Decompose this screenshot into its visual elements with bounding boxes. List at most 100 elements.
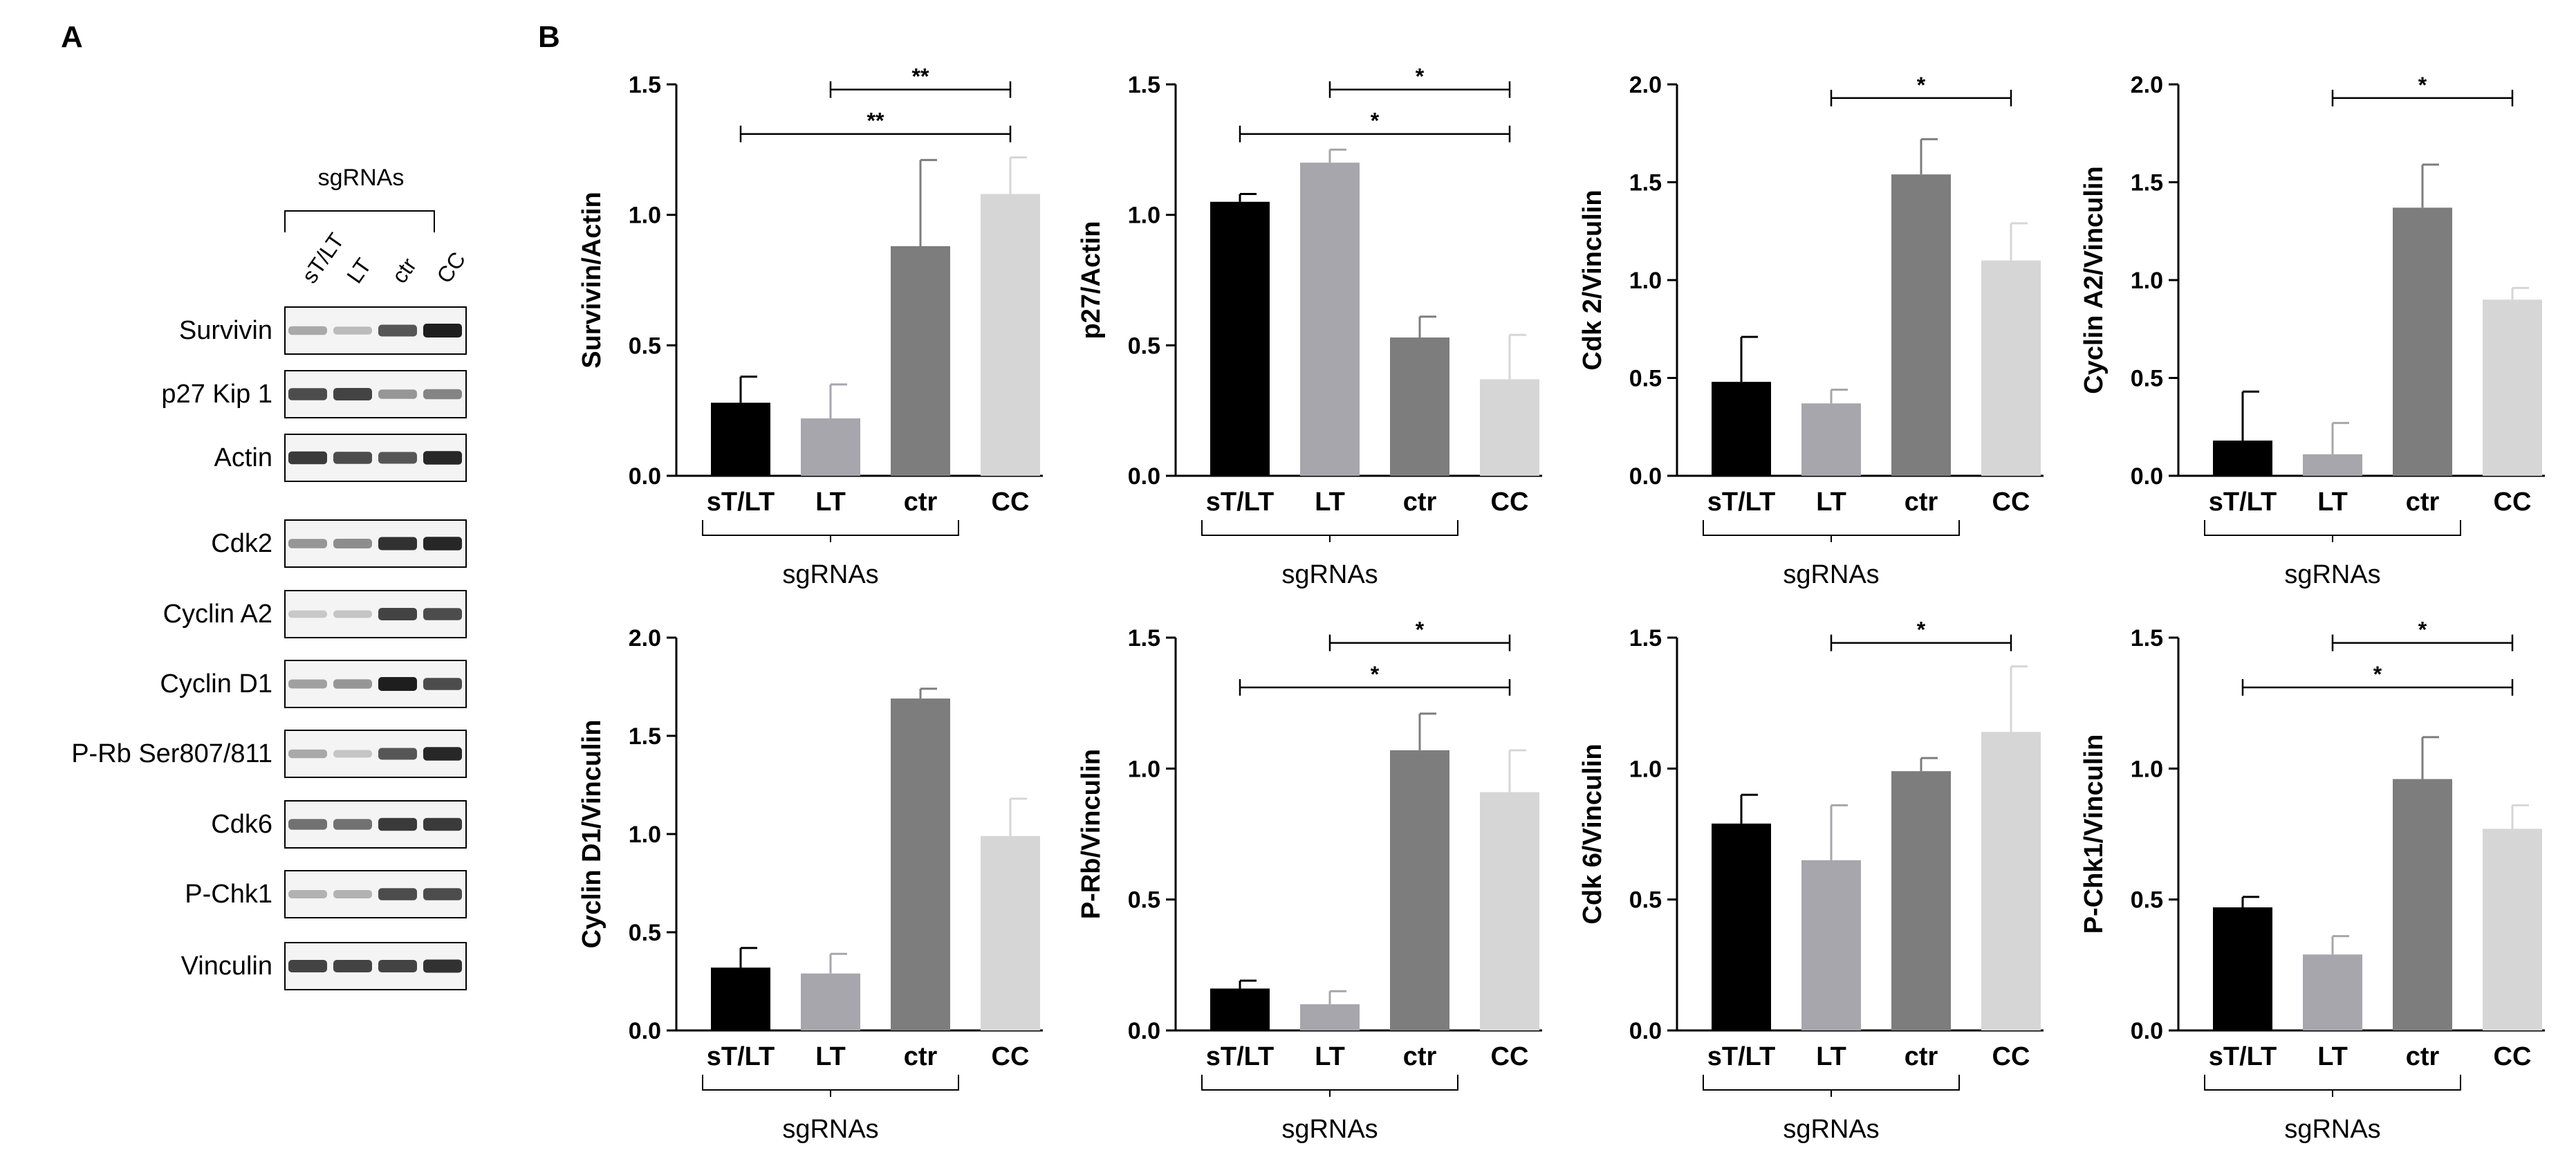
blot-row-label: Vinculin — [181, 952, 272, 981]
bar — [1300, 1004, 1360, 1030]
bar — [1480, 379, 1539, 476]
blot-band — [288, 451, 327, 465]
blot-lane-label: LT — [342, 254, 376, 288]
bar — [801, 973, 860, 1030]
y-tick-label: 1.0 — [1629, 268, 1662, 294]
x-tick-label: CC — [2494, 1042, 2532, 1071]
x-tick-label: sT/LT — [1206, 1042, 1275, 1071]
blot-band — [378, 452, 417, 464]
y-axis-label: Survivin/Actin — [577, 192, 606, 369]
x-tick-label: sT/LT — [707, 1042, 775, 1071]
y-tick-label: 0.0 — [2131, 463, 2163, 490]
x-tick-label: CC — [2494, 488, 2532, 517]
significance-label: * — [1416, 618, 1425, 642]
bar — [891, 698, 950, 1030]
bar — [2483, 829, 2542, 1030]
x-tick-label: CC — [992, 488, 1030, 517]
blot-band — [423, 959, 462, 973]
y-axis-label: P-Chk1/Vinculin — [2079, 734, 2109, 934]
bar — [1891, 771, 1951, 1030]
blot-band — [333, 539, 372, 548]
x-tick-label: ctr — [1905, 488, 1938, 517]
blot-band — [378, 888, 417, 900]
chart-1: 0.0 0.5 1.0 1.5 Survivin/Actin sT/LT LT ctr CC sg… — [577, 64, 1043, 589]
blot-band — [288, 890, 327, 898]
group-label: sgRNAs — [782, 560, 878, 589]
x-tick-label: ctr — [1905, 1042, 1938, 1071]
blot-band — [288, 960, 327, 972]
x-tick-label: sT/LT — [1206, 488, 1275, 517]
blot-row-label: Survivin — [179, 316, 272, 345]
significance-label: * — [2418, 73, 2427, 98]
bar — [1801, 860, 1861, 1030]
blot-band — [378, 677, 417, 691]
x-tick-label: LT — [815, 1042, 846, 1071]
significance-label: * — [1371, 109, 1380, 133]
group-bracket — [2204, 520, 2461, 536]
blot-band — [333, 960, 372, 972]
significance-label: * — [1371, 662, 1380, 687]
blot-band — [333, 452, 372, 464]
group-bracket — [2204, 1075, 2461, 1091]
blot-band — [378, 748, 417, 760]
blot-group-label: sgRNAs — [318, 165, 405, 191]
blot-band — [333, 890, 372, 898]
x-tick-label: ctr — [1403, 488, 1437, 517]
blot-band — [333, 388, 372, 400]
blot-band — [423, 888, 462, 900]
blot-band — [333, 610, 372, 618]
blot-row-label: p27 Kip 1 — [161, 380, 272, 409]
bar — [711, 968, 770, 1030]
blot-band — [423, 451, 462, 465]
y-tick-label: 0.5 — [2131, 887, 2163, 914]
bar — [1390, 337, 1449, 476]
bar — [1981, 732, 2041, 1030]
bar — [1712, 382, 1771, 476]
y-tick-label: 0.0 — [1629, 1018, 1662, 1044]
x-tick-label: sT/LT — [707, 488, 775, 517]
y-axis-label: p27/Actin — [1077, 221, 1106, 339]
y-tick-label: 1.0 — [1128, 756, 1160, 782]
blot-row-label: P-Chk1 — [185, 880, 272, 909]
blot-band — [288, 679, 327, 689]
chart-2: 0.0 0.5 1.0 1.5 p27/Actin sT/LT LT ctr CC sgRNAs *… — [1077, 64, 1542, 589]
blot-band — [378, 537, 417, 550]
chart-4: 0.0 0.5 1.0 1.5 2.0 Cyclin A2/Vinculin sT/LT LT… — [2079, 72, 2545, 589]
chart-6: 0.0 0.5 1.0 1.5 P-Rb/Vinculin sT/LT LT ctr CC sgR… — [1077, 618, 1542, 1144]
chart-7: 0.0 0.5 1.0 1.5 Cdk 6/Vinculin sT/LT LT ctr CC sg… — [1578, 618, 2044, 1144]
group-label: sgRNAs — [1783, 1115, 1879, 1144]
y-tick-label: 1.0 — [1629, 756, 1662, 782]
blot-band — [423, 817, 462, 831]
bar — [2483, 299, 2542, 476]
blot-band — [378, 608, 417, 620]
bar — [1210, 201, 1270, 476]
y-tick-label: 0.0 — [1629, 463, 1662, 490]
x-tick-label: LT — [1315, 1042, 1345, 1071]
group-label: sgRNAs — [1281, 1115, 1378, 1144]
y-axis-label: Cyclin D1/Vinculin — [577, 720, 606, 949]
blot-band — [288, 610, 327, 618]
bar — [711, 402, 770, 476]
x-tick-label: CC — [1491, 488, 1529, 517]
panel-label-a: A — [61, 20, 83, 54]
x-tick-label: ctr — [2406, 488, 2440, 517]
x-tick-label: CC — [1491, 1042, 1529, 1071]
group-bracket — [702, 1075, 959, 1091]
bar — [2213, 907, 2272, 1030]
group-label: sgRNAs — [782, 1115, 878, 1144]
blot-band — [423, 608, 462, 620]
group-bracket — [1201, 1075, 1458, 1091]
significance-label: * — [1917, 618, 1926, 642]
bar — [1480, 792, 1539, 1030]
group-bracket — [1201, 520, 1458, 536]
blot-row-label: P-Rb Ser807/811 — [71, 739, 272, 768]
group-label: sgRNAs — [1783, 560, 1879, 589]
blot-band — [333, 326, 372, 335]
y-tick-label: 0.0 — [1128, 463, 1160, 490]
significance-label: ** — [912, 64, 929, 89]
bar — [801, 418, 860, 476]
significance-label: * — [1416, 64, 1425, 89]
blot-band — [423, 678, 462, 690]
